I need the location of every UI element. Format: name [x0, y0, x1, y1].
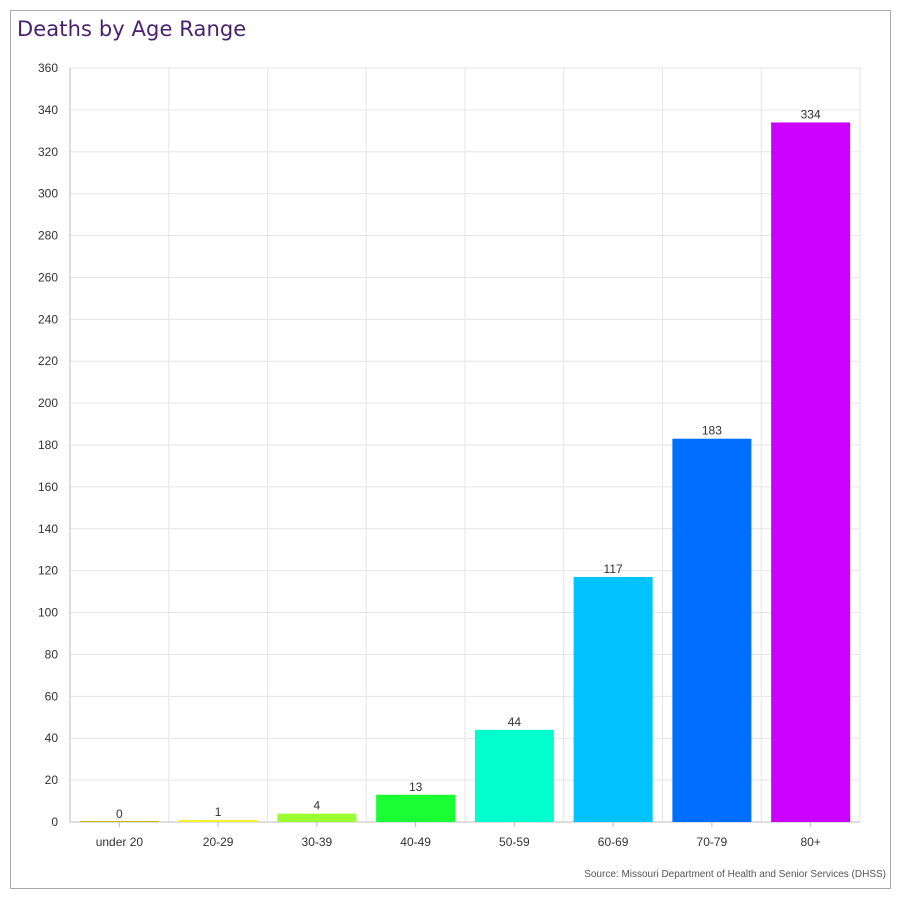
source-note: Source: Missouri Department of Health an… — [584, 869, 886, 880]
bar-80- — [771, 122, 851, 822]
x-tick-label: 40-49 — [400, 835, 431, 849]
data-label: 13 — [409, 780, 423, 794]
bar-50-59 — [474, 729, 554, 822]
x-tick-label: 20-29 — [203, 835, 234, 849]
y-tick-label: 160 — [38, 480, 58, 494]
y-tick-label: 240 — [38, 312, 58, 326]
y-tick-label: 180 — [38, 438, 58, 452]
y-tick-label: 360 — [38, 61, 58, 75]
y-tick-label: 320 — [38, 145, 58, 159]
y-tick-label: 200 — [38, 396, 58, 410]
bar-under-20 — [79, 821, 159, 822]
y-tick-label: 120 — [38, 564, 58, 578]
y-tick-label: 60 — [45, 689, 59, 703]
x-tick-label: 30-39 — [302, 835, 333, 849]
data-label: 44 — [508, 715, 522, 729]
x-tick-label: 50-59 — [499, 835, 530, 849]
x-tick-label: 70-79 — [697, 835, 728, 849]
y-tick-label: 80 — [45, 647, 59, 661]
y-tick-label: 260 — [38, 270, 58, 284]
y-tick-label: 40 — [45, 731, 59, 745]
data-label: 1 — [215, 805, 222, 819]
x-tick-label: under 20 — [96, 835, 144, 849]
data-label: 117 — [604, 562, 623, 576]
y-tick-label: 0 — [51, 815, 58, 829]
x-tick-label: 60-69 — [598, 835, 629, 849]
y-tick-label: 140 — [38, 522, 58, 536]
y-tick-label: 340 — [38, 103, 58, 117]
bar-20-29 — [178, 819, 258, 822]
data-label: 334 — [801, 107, 821, 121]
data-label: 183 — [702, 424, 722, 438]
y-tick-label: 220 — [38, 354, 58, 368]
bar-70-79 — [672, 438, 752, 822]
y-tick-label: 20 — [45, 773, 59, 787]
bar-60-69 — [573, 576, 653, 822]
chart-title: Deaths by Age Range — [17, 17, 247, 41]
y-tick-label: 300 — [38, 187, 58, 201]
data-label: 4 — [314, 799, 321, 813]
data-label: 0 — [116, 807, 123, 821]
bar-40-49 — [376, 794, 456, 822]
y-tick-label: 280 — [38, 229, 58, 243]
y-tick-label: 100 — [38, 606, 58, 620]
bar-30-39 — [277, 813, 357, 822]
x-tick-label: 80+ — [800, 835, 820, 849]
